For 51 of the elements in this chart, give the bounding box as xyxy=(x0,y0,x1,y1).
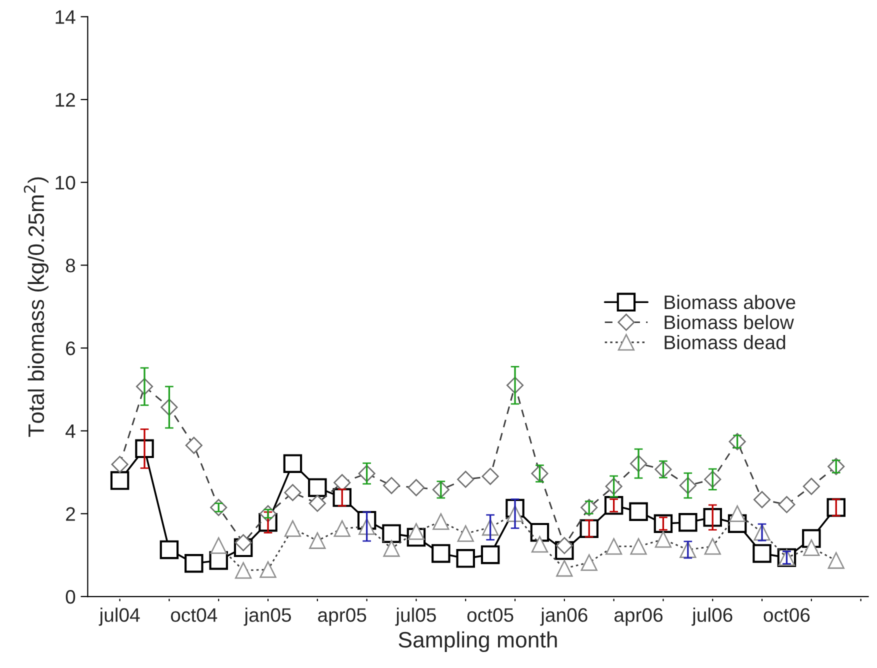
point xyxy=(184,554,204,573)
x-tick-label: jan06 xyxy=(540,608,588,626)
point xyxy=(753,491,771,508)
legend-label: Biomass dead xyxy=(664,335,786,350)
x-tick-label: apr05 xyxy=(318,608,366,626)
point xyxy=(752,544,772,563)
point xyxy=(432,544,450,563)
point xyxy=(283,454,302,473)
point xyxy=(457,470,474,488)
point xyxy=(678,513,698,532)
y-tick-label: 12 xyxy=(56,93,75,107)
point xyxy=(382,476,400,494)
x-tick-label: jan05 xyxy=(244,608,291,626)
point xyxy=(703,508,722,527)
point xyxy=(234,534,252,552)
point xyxy=(160,540,179,560)
point xyxy=(382,524,401,543)
point xyxy=(111,456,128,473)
point xyxy=(456,549,475,568)
point xyxy=(110,471,130,490)
point xyxy=(802,478,820,495)
x-tick-label: jul04 xyxy=(98,608,140,626)
x-tick-label: apr06 xyxy=(614,608,663,626)
y-tick-label: 2 xyxy=(66,507,75,521)
point xyxy=(530,522,550,542)
y-tick-label: 0 xyxy=(66,590,76,604)
x-tick-label: jul06 xyxy=(692,608,732,626)
legend-label: Biomass above xyxy=(664,294,796,310)
point xyxy=(480,545,500,564)
point xyxy=(778,496,796,514)
y-tick-label: 8 xyxy=(66,258,76,272)
point xyxy=(334,474,351,492)
x-tick-label: oct04 xyxy=(170,608,218,622)
point xyxy=(308,478,327,497)
x-tick-label: oct05 xyxy=(467,608,514,622)
y-tick-label: 14 xyxy=(56,10,76,24)
y-tick-label: 4 xyxy=(66,424,76,438)
x-tick-label: jul05 xyxy=(395,608,436,626)
x-axis-title: Sampling month xyxy=(398,631,557,652)
point xyxy=(482,468,499,485)
y-tick-label: 6 xyxy=(66,341,76,356)
point xyxy=(308,494,326,512)
y-axis-title: Total biomass (kg/0.25m$^{2}$) xyxy=(24,177,48,437)
x-tick-label: oct06 xyxy=(764,608,810,622)
legend-label: Biomass below xyxy=(664,314,794,330)
point xyxy=(556,537,573,554)
point xyxy=(185,436,202,454)
point xyxy=(408,479,425,496)
y-tick-label: 10 xyxy=(56,176,76,190)
point xyxy=(284,484,302,502)
point xyxy=(629,502,648,521)
